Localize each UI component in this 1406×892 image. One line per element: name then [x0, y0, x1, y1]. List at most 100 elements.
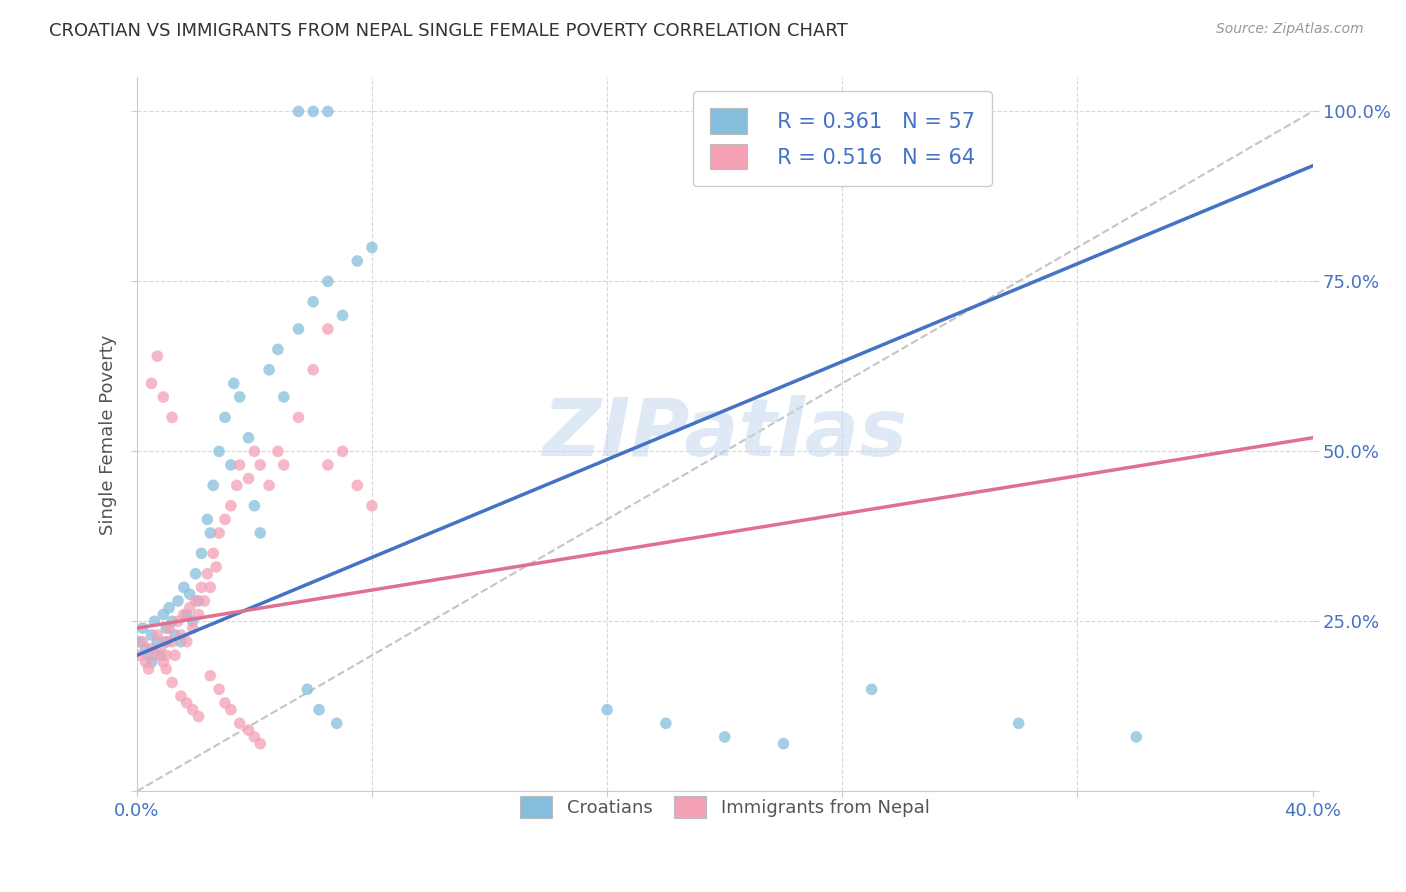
- Point: [131, 621, 153, 635]
- Point: [257, 363, 280, 377]
- Point: [249, 737, 271, 751]
- Point: [163, 628, 186, 642]
- Point: [273, 390, 295, 404]
- Point: [167, 594, 190, 608]
- Point: [187, 594, 209, 608]
- Point: [219, 458, 242, 472]
- Point: [202, 478, 225, 492]
- Point: [160, 615, 183, 629]
- Point: [187, 607, 209, 622]
- Point: [214, 512, 236, 526]
- Point: [152, 390, 174, 404]
- Point: [200, 525, 222, 540]
- Point: [302, 363, 325, 377]
- Point: [190, 580, 212, 594]
- Point: [138, 648, 160, 663]
- Point: [332, 444, 354, 458]
- Point: [243, 499, 266, 513]
- Point: [361, 240, 384, 254]
- Point: [208, 682, 231, 697]
- Point: [713, 730, 735, 744]
- Point: [141, 376, 163, 391]
- Point: [772, 737, 794, 751]
- Text: Source: ZipAtlas.com: Source: ZipAtlas.com: [1216, 22, 1364, 37]
- Point: [243, 730, 266, 744]
- Point: [267, 444, 290, 458]
- Point: [170, 628, 193, 642]
- Point: [332, 309, 354, 323]
- Point: [173, 607, 195, 622]
- Point: [287, 322, 309, 336]
- Point: [214, 410, 236, 425]
- Point: [205, 560, 228, 574]
- Point: [176, 634, 198, 648]
- Point: [155, 621, 177, 635]
- Point: [152, 607, 174, 622]
- Point: [155, 662, 177, 676]
- Point: [135, 655, 157, 669]
- Point: [179, 600, 201, 615]
- Point: [325, 716, 347, 731]
- Point: [202, 546, 225, 560]
- Point: [316, 322, 339, 336]
- Point: [302, 104, 325, 119]
- Point: [219, 499, 242, 513]
- Point: [143, 615, 166, 629]
- Point: [167, 615, 190, 629]
- Point: [1007, 716, 1029, 731]
- Text: CROATIAN VS IMMIGRANTS FROM NEPAL SINGLE FEMALE POVERTY CORRELATION CHART: CROATIAN VS IMMIGRANTS FROM NEPAL SINGLE…: [49, 22, 848, 40]
- Point: [141, 655, 163, 669]
- Point: [138, 662, 160, 676]
- Point: [195, 566, 218, 581]
- Point: [249, 525, 271, 540]
- Point: [316, 458, 339, 472]
- Point: [267, 343, 290, 357]
- Text: ZIPatlas: ZIPatlas: [543, 395, 907, 474]
- Point: [219, 703, 242, 717]
- Point: [346, 478, 368, 492]
- Point: [176, 607, 198, 622]
- Point: [193, 594, 215, 608]
- Point: [160, 634, 183, 648]
- Point: [297, 682, 319, 697]
- Point: [176, 696, 198, 710]
- Y-axis label: Single Female Poverty: Single Female Poverty: [100, 334, 117, 534]
- Point: [181, 703, 204, 717]
- Point: [149, 648, 172, 663]
- Point: [173, 580, 195, 594]
- Point: [238, 431, 260, 445]
- Point: [152, 655, 174, 669]
- Point: [146, 634, 169, 648]
- Point: [316, 104, 339, 119]
- Point: [860, 682, 883, 697]
- Point: [200, 580, 222, 594]
- Point: [302, 294, 325, 309]
- Point: [143, 648, 166, 663]
- Point: [249, 458, 271, 472]
- Point: [187, 709, 209, 723]
- Point: [131, 634, 153, 648]
- Point: [135, 641, 157, 656]
- Point: [214, 696, 236, 710]
- Legend: Croatians, Immigrants from Nepal: Croatians, Immigrants from Nepal: [512, 789, 936, 825]
- Point: [155, 648, 177, 663]
- Point: [190, 546, 212, 560]
- Point: [1125, 730, 1147, 744]
- Point: [141, 641, 163, 656]
- Point: [287, 104, 309, 119]
- Point: [308, 703, 330, 717]
- Point: [181, 621, 204, 635]
- Point: [208, 525, 231, 540]
- Point: [222, 376, 245, 391]
- Point: [157, 621, 180, 635]
- Point: [596, 703, 619, 717]
- Point: [273, 458, 295, 472]
- Point: [160, 410, 183, 425]
- Point: [238, 472, 260, 486]
- Point: [157, 600, 180, 615]
- Point: [184, 594, 207, 608]
- Point: [163, 648, 186, 663]
- Point: [257, 478, 280, 492]
- Point: [287, 410, 309, 425]
- Point: [346, 254, 368, 268]
